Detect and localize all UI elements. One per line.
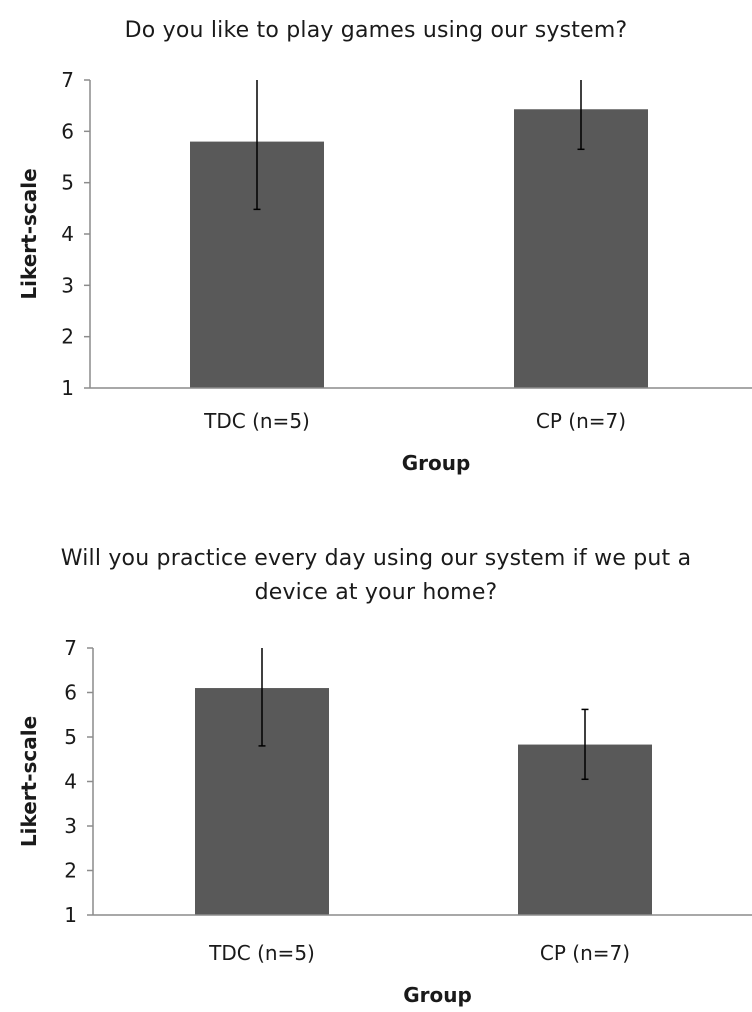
chart-2-plot: 1 2 3 4 5 6 7 TDC (n=5) CP (n=7) Group Likert-scal… — [17, 636, 752, 1007]
chart-2-category-label: CP (n=7) — [540, 941, 630, 965]
chart-1-y-tick-label: 6 — [61, 119, 74, 143]
chart-1-error-bar-1 — [577, 80, 585, 151]
chart-2-error-bar-1 — [581, 708, 589, 781]
chart-1-y-tick-label: 7 — [61, 68, 74, 92]
chart-2-y-tick-label: 1 — [64, 903, 77, 927]
chart-2-category-label: TDC (n=5) — [208, 941, 315, 965]
chart-1-y-axis-title: Likert-scale — [17, 168, 41, 299]
chart-2-y-tick-label: 2 — [64, 859, 77, 883]
chart-1-bar-1 — [514, 109, 648, 388]
chart-1-x-axis-title: Group — [402, 451, 471, 475]
chart-1-error-bar-0 — [253, 80, 261, 211]
chart-2-y-tick-label: 3 — [64, 814, 77, 838]
chart-2-y-tick-label: 6 — [64, 681, 77, 705]
chart-1-y-tick-label: 4 — [61, 222, 74, 246]
chart-2-y-tick-label: 4 — [64, 770, 77, 794]
chart-1-category-label: CP (n=7) — [536, 409, 626, 433]
chart-2-error-bar-0 — [258, 648, 266, 747]
chart-2-title-text: Will you practice every day using our sy… — [60, 546, 692, 605]
chart-1-title: Do you like to play games using our syst… — [124, 18, 628, 43]
chart-1-plot: 1 2 3 4 5 6 7 TDC (n=5) CP (n=7) Group Likert-scal… — [17, 68, 752, 475]
chart-2-y-tick-label: 5 — [64, 725, 77, 749]
chart-likes-games: 1 2 3 4 5 6 7 TDC (n=5) CP (n=7) Group Likert-scal… — [0, 0, 752, 495]
chart-1-y-tick-label: 5 — [61, 171, 74, 195]
chart-1-y-tick-label: 1 — [61, 376, 74, 400]
chart-1-y-tick-label: 3 — [61, 273, 74, 297]
chart-1-y-tick-label: 2 — [61, 325, 74, 349]
chart-2-y-axis-title: Likert-scale — [17, 716, 41, 847]
chart-1-category-label: TDC (n=5) — [203, 409, 310, 433]
chart-2-title: Will you practice every day using our sy… — [56, 542, 696, 610]
chart-2-y-tick-label: 7 — [64, 636, 77, 660]
chart-2-x-axis-title: Group — [403, 983, 472, 1007]
chart-practice-every-day: 1 2 3 4 5 6 7 TDC (n=5) CP (n=7) Group Likert-scal… — [0, 540, 752, 1012]
